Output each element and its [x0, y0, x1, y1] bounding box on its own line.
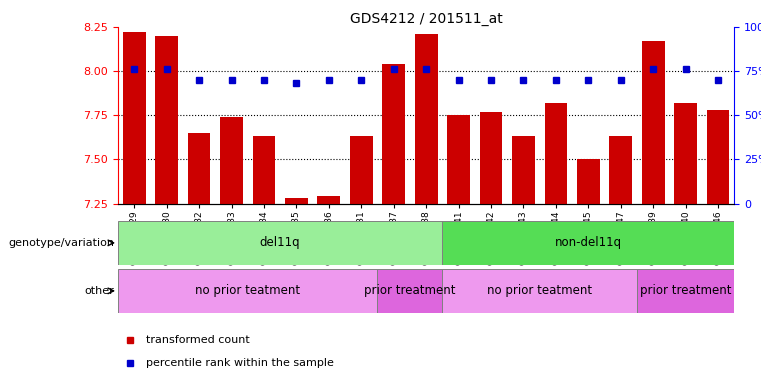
Bar	[577, 159, 600, 204]
Text: other: other	[84, 286, 114, 296]
Bar	[253, 136, 275, 204]
Bar	[674, 103, 697, 204]
Bar	[512, 136, 535, 204]
Text: prior treatment: prior treatment	[365, 285, 456, 297]
Bar	[479, 112, 502, 204]
Bar	[155, 36, 178, 204]
Bar	[447, 115, 470, 204]
Bar	[118, 221, 442, 265]
Text: transformed count: transformed count	[145, 335, 250, 345]
Text: genotype/variation: genotype/variation	[8, 238, 114, 248]
Bar	[642, 41, 664, 204]
Text: del11q: del11q	[260, 237, 301, 249]
Bar	[382, 64, 405, 204]
Text: prior treatment: prior treatment	[640, 285, 731, 297]
Text: percentile rank within the sample: percentile rank within the sample	[145, 358, 333, 368]
Title: GDS4212 / 201511_at: GDS4212 / 201511_at	[350, 12, 502, 26]
Bar	[220, 117, 243, 204]
Text: no prior teatment: no prior teatment	[487, 285, 592, 297]
Bar	[188, 133, 210, 204]
Bar	[118, 269, 377, 313]
Bar	[442, 269, 637, 313]
Bar	[317, 197, 340, 204]
Bar	[442, 221, 734, 265]
Bar	[415, 34, 438, 204]
Bar	[123, 32, 145, 204]
Text: no prior teatment: no prior teatment	[195, 285, 301, 297]
Bar	[610, 136, 632, 204]
Text: non-del11q: non-del11q	[555, 237, 622, 249]
Bar	[350, 136, 373, 204]
Bar	[545, 103, 567, 204]
Bar	[377, 269, 442, 313]
Bar	[637, 269, 734, 313]
Bar	[707, 110, 730, 204]
Bar	[285, 198, 307, 204]
